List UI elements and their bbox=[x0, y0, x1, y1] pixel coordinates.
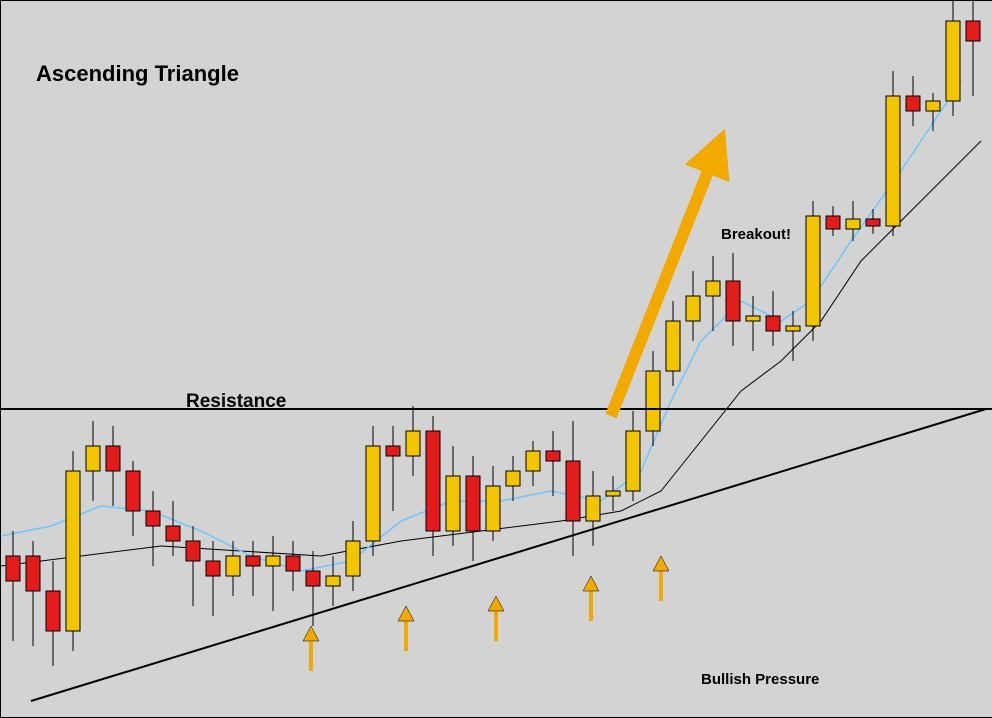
resistance-label: Resistance bbox=[186, 391, 286, 413]
breakout-label: Breakout! bbox=[721, 226, 791, 243]
chart-canvas bbox=[1, 1, 992, 717]
chart-title: Ascending Triangle bbox=[36, 61, 239, 87]
candlestick-chart: Ascending Triangle Resistance Breakout! … bbox=[0, 0, 992, 718]
bullish-label: Bullish Pressure bbox=[701, 671, 819, 688]
